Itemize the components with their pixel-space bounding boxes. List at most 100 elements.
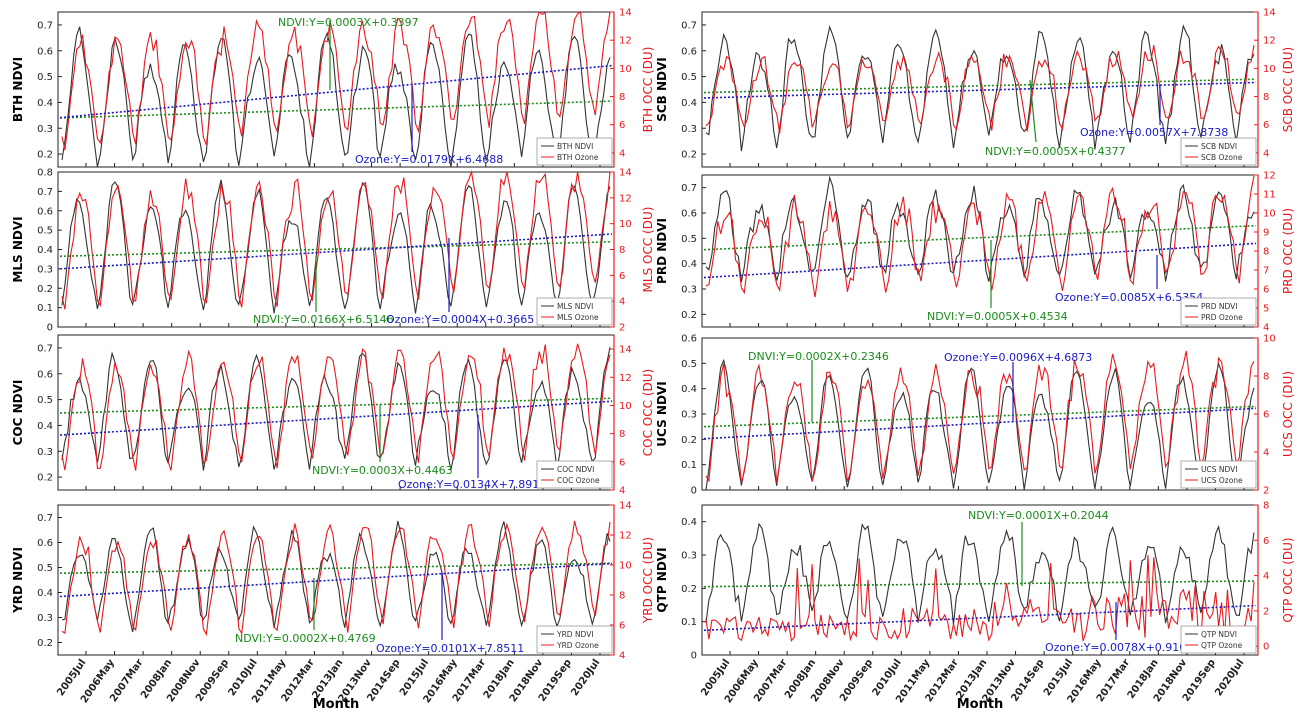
y2-tick-label: 4 bbox=[619, 486, 625, 497]
y2-tick-label: 6 bbox=[619, 120, 625, 131]
legend-ndvi-label: QTP NDVI bbox=[1201, 630, 1237, 639]
x-axis-ticks bbox=[85, 486, 601, 490]
y2-tick-label: 8 bbox=[1263, 247, 1269, 258]
ozone-series-line bbox=[705, 350, 1255, 483]
legend-ozone-label: UCS Ozone bbox=[1201, 476, 1243, 485]
y-tick-label: 0.5 bbox=[681, 234, 697, 245]
y2-tick-label: 12 bbox=[619, 373, 632, 384]
y2-axis-label: YRD OCC (DU) bbox=[641, 537, 655, 624]
legend-ozone-label: MLS Ozone bbox=[557, 313, 599, 322]
y-axis-label: QTP NDVI bbox=[655, 547, 669, 612]
y-axis-label: COC NDVI bbox=[11, 380, 25, 446]
ozone-trend-equation: Ozone:Y=0.0096X+4.6873 bbox=[944, 351, 1092, 364]
y2-tick-label: 6 bbox=[619, 621, 625, 632]
panel-yrd: 0.2 0.3 0.4 0.5 0.6 0.7 4 6 8 10 12 14 YRD NDVI YR… bbox=[11, 501, 655, 662]
y2-tick-label: 5 bbox=[1263, 304, 1269, 315]
y-tick-label: 0.3 bbox=[681, 285, 697, 296]
y2-tick-label: 4 bbox=[1263, 571, 1269, 582]
x-axis-ticks bbox=[729, 163, 1245, 167]
y-axis-label: BTH NDVI bbox=[11, 57, 25, 122]
y-axis-left: 0 0.1 0.2 0.3 0.4 0.5 0.6 bbox=[681, 334, 706, 497]
y-tick-label: 0 bbox=[691, 651, 697, 662]
legend-ndvi-label: COC NDVI bbox=[557, 465, 594, 474]
y-tick-label: 0.5 bbox=[681, 72, 697, 83]
y2-tick-label: 12 bbox=[619, 531, 632, 542]
y2-tick-label: 0 bbox=[1263, 642, 1269, 653]
legend: PRD NDVI PRD Ozone bbox=[1180, 297, 1257, 326]
y-tick-label: 0.6 bbox=[681, 46, 697, 57]
y2-tick-label: 4 bbox=[1263, 448, 1269, 459]
y2-tick-label: 2 bbox=[1263, 486, 1269, 497]
panel-mls: 0 0.1 0.2 0.3 0.4 0.5 0.6 0.7 0.8 2 4 6 8 10 12 14 MLS… bbox=[11, 168, 655, 334]
y-tick-label: 0.4 bbox=[37, 98, 53, 109]
y2-tick-label: 10 bbox=[619, 561, 632, 572]
panel-prd: 0.2 0.3 0.4 0.5 0.6 0.7 4 5 6 7 8 9 10 11 12 PRD NDVI… bbox=[655, 171, 1295, 334]
y-tick-label: 0.4 bbox=[37, 588, 53, 599]
y-tick-label: 0.3 bbox=[37, 124, 53, 135]
legend-box bbox=[536, 137, 613, 166]
y-tick-label: 0.2 bbox=[681, 310, 697, 321]
y-tick-label: 0.2 bbox=[37, 284, 53, 295]
ozone-trend-equation: Ozone:Y=0.0078X+0.9108 bbox=[1045, 641, 1193, 654]
y-tick-label: 0.1 bbox=[37, 303, 53, 314]
y-tick-label: 0.2 bbox=[681, 584, 697, 595]
ozone-trend-equation: Ozone:Y=0.0085X+6.5354 bbox=[1055, 291, 1203, 304]
y2-tick-label: 4 bbox=[1263, 323, 1269, 334]
panel-ucs: 0 0.1 0.2 0.3 0.4 0.5 0.6 2 4 6 8 10 UCS NDVI UCS … bbox=[655, 334, 1295, 497]
y2-tick-label: 10 bbox=[1263, 334, 1276, 345]
ndvi-trend-equation: NDVI:Y=0.0003X+0.4463 bbox=[312, 464, 453, 477]
legend-ozone-label: COC Ozone bbox=[557, 476, 600, 485]
y2-tick-label: 4 bbox=[1263, 148, 1269, 159]
legend-ndvi-label: UCS NDVI bbox=[1201, 465, 1237, 474]
ozone-trend-line bbox=[59, 64, 613, 119]
ndvi-trend-equation: NDVI:Y=0.0166X+6.5146 bbox=[253, 313, 394, 326]
y-tick-label: 0.7 bbox=[681, 20, 697, 31]
ozone-series-line bbox=[61, 520, 611, 637]
legend-ndvi-label: PRD NDVI bbox=[1201, 302, 1238, 311]
y-tick-label: 0.7 bbox=[37, 513, 53, 524]
legend-ndvi-label: BTH NDVI bbox=[557, 142, 593, 151]
y2-tick-label: 10 bbox=[619, 64, 632, 75]
y2-tick-label: 6 bbox=[619, 457, 625, 468]
y-tick-label: 0.4 bbox=[681, 259, 697, 270]
y-tick-label: 0.5 bbox=[37, 563, 53, 574]
y2-tick-label: 6 bbox=[1263, 536, 1269, 547]
ndvi-trend-equation: NDVI:Y=0.0001X+0.2044 bbox=[968, 509, 1109, 522]
ndvi-series-line bbox=[705, 358, 1255, 490]
y-axis-label: YRD NDVI bbox=[11, 547, 25, 614]
ndvi-trend-line bbox=[59, 562, 613, 575]
y-tick-label: 0.2 bbox=[37, 638, 53, 649]
x-axis-ticks bbox=[85, 163, 601, 167]
legend-box bbox=[536, 297, 613, 326]
x-axis-label-right: Month bbox=[957, 697, 1004, 712]
y2-axis-label: COC OCC (DU) bbox=[641, 369, 655, 456]
ozone-trend-line bbox=[703, 604, 1257, 632]
ozone-trend-line bbox=[703, 81, 1257, 99]
y-axis-right: 0 2 4 6 8 bbox=[1254, 501, 1269, 655]
ozone-series-line bbox=[61, 343, 611, 471]
series-group bbox=[59, 343, 613, 471]
y-tick-label: 0.4 bbox=[681, 384, 697, 395]
y2-tick-label: 14 bbox=[619, 501, 632, 512]
y-axis-right: 4 6 8 10 12 14 bbox=[610, 8, 632, 167]
series-group bbox=[703, 24, 1257, 152]
x-axis-label-left: Month bbox=[313, 697, 360, 712]
y2-tick-label: 12 bbox=[619, 36, 632, 47]
y2-axis-label: PRD OCC (DU) bbox=[1281, 208, 1295, 294]
legend-ozone-label: BTH Ozone bbox=[557, 153, 599, 162]
y-axis-label: SCB NDVI bbox=[655, 57, 669, 122]
y2-axis-label: SCB OCC (DU) bbox=[1281, 47, 1295, 132]
y-axis-left: 0 0.1 0.2 0.3 0.4 0.5 0.6 0.7 0.8 bbox=[37, 168, 62, 334]
legend: SCB NDVI SCB Ozone bbox=[1180, 137, 1257, 166]
legend-box bbox=[1180, 460, 1257, 489]
y-axis-left: 0.2 0.3 0.4 0.5 0.6 0.7 bbox=[681, 183, 706, 321]
legend: QTP NDVI QTP Ozone bbox=[1180, 625, 1257, 654]
series-group bbox=[703, 522, 1257, 643]
legend: UCS NDVI UCS Ozone bbox=[1180, 460, 1257, 489]
ndvi-trend-line bbox=[59, 100, 613, 119]
y2-tick-label: 10 bbox=[1263, 209, 1276, 220]
ozone-trend-line bbox=[59, 233, 613, 270]
y2-tick-label: 14 bbox=[619, 168, 632, 179]
y-axis-right: 4 6 8 10 12 14 bbox=[610, 335, 632, 497]
y-tick-label: 0.3 bbox=[681, 124, 697, 135]
